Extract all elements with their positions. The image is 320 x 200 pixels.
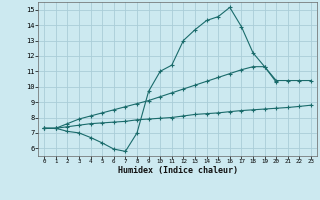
X-axis label: Humidex (Indice chaleur): Humidex (Indice chaleur) bbox=[118, 166, 238, 175]
